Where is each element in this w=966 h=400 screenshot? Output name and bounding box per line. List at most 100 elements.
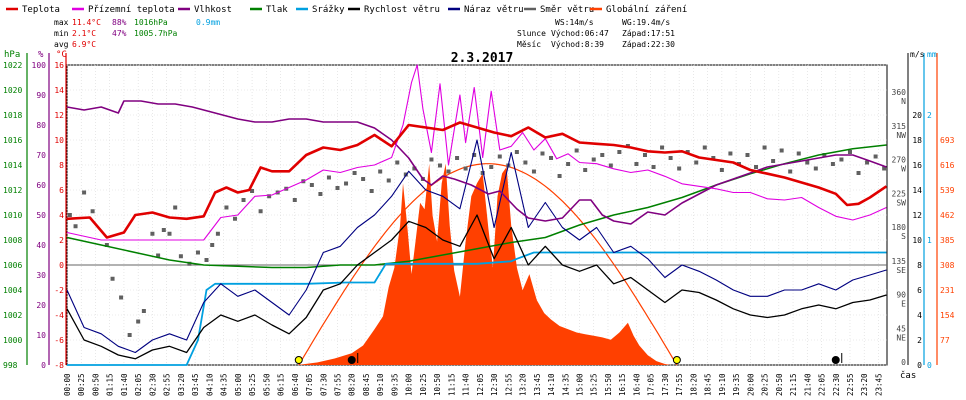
plot-area: [66, 64, 888, 366]
axis-hpa-label: hPa: [4, 50, 20, 60]
wind-dir-point-3: [90, 209, 95, 214]
wind-dir-point-1: [73, 224, 78, 229]
x-axis: 00:00 00:25 00:50 01:15 01:40 02:05 02:30 02:55…: [63, 370, 916, 396]
temp-tick: 16: [54, 61, 64, 70]
axis-speed-label: m/s: [910, 50, 925, 59]
stat-moon-rise: Východ:8:39: [551, 40, 604, 49]
x-tick: 22:05: [818, 373, 827, 396]
wind-dir-point-80: [728, 151, 733, 156]
right-axes: m/s mm360N315NW270W225SW180S135SE90E45NE0…: [892, 50, 955, 370]
x-tick: 08:20: [348, 373, 357, 396]
wind-dir-point-62: [574, 148, 579, 153]
wind-dir-point-18: [204, 258, 209, 262]
x-tick: 04:35: [220, 373, 229, 396]
dir-tick-compass: E: [901, 300, 906, 309]
speed-tick: 18: [912, 136, 922, 145]
x-tick: 10:00: [405, 373, 414, 396]
wind-dir-point-92: [830, 162, 835, 166]
wind-dir-point-46: [437, 163, 442, 168]
x-tick: 23:20: [860, 373, 869, 396]
pct-tick: 100: [32, 61, 47, 70]
x-tick: 19:10: [718, 373, 727, 396]
x-tick: 23:45: [874, 373, 883, 396]
wind-dir-point-71: [651, 165, 656, 169]
wind-dir-point-35: [344, 181, 349, 186]
pct-tick: 30: [36, 271, 46, 280]
hpa-tick: 1010: [3, 211, 22, 220]
x-tick: 10:25: [419, 373, 428, 396]
wind-dir-point-14: [173, 205, 178, 210]
speed-tick: 12: [912, 211, 922, 220]
wind-dir-point-8: [136, 319, 141, 324]
stat-sun-set: Západ:17:51: [622, 29, 675, 38]
x-tick: 00:25: [77, 373, 86, 396]
dir-tick: 45: [896, 324, 906, 333]
hpa-tick: 998: [3, 361, 18, 370]
stat-max-label: max: [54, 18, 69, 27]
x-tick: 11:40: [462, 373, 471, 396]
speed-tick: 2: [917, 336, 922, 345]
x-tick: 17:55: [675, 373, 684, 396]
temp-tick: 8: [59, 161, 64, 170]
wind-dir-point-97: [873, 154, 878, 159]
wind-dir-point-39: [378, 169, 383, 174]
pct-tick: 40: [36, 241, 46, 250]
hpa-tick: 1020: [3, 86, 22, 95]
temp-tick: 6: [59, 186, 64, 195]
speed-tick: 8: [917, 261, 922, 270]
series-humidity: [66, 100, 887, 225]
dir-tick-compass: NW: [896, 131, 906, 140]
wind-dir-point-96: [865, 160, 870, 165]
wind-dir-point-63: [583, 168, 588, 172]
wind-dir-point-12: [161, 228, 166, 232]
dir-tick: 0: [901, 358, 906, 367]
x-tick: 07:05: [305, 373, 314, 396]
rad-tick: 308: [940, 261, 955, 270]
x-tick: 14:10: [547, 373, 556, 396]
x-tick: 01:40: [120, 373, 129, 396]
wind-dir-point-58: [540, 151, 545, 156]
x-tick: 02:30: [148, 373, 157, 396]
wind-dir-point-6: [119, 295, 124, 300]
legend-label-7: Směr větru: [540, 5, 594, 15]
dir-tick: 225: [892, 189, 907, 198]
legend-label-8: Globální záření: [606, 5, 687, 15]
wind-dir-point-50: [472, 153, 477, 157]
x-tick: 20:00: [746, 373, 755, 396]
legend: Teplota Přízemní teplota Vlhkost Tlak Srážky…: [6, 5, 687, 15]
wind-dir-point-77: [702, 145, 707, 150]
marker-sunrise: [294, 356, 303, 364]
x-tick: 07:30: [319, 373, 328, 396]
hpa-tick: 1002: [3, 311, 22, 320]
stat-sun-rise: Východ:06:47: [551, 29, 609, 38]
wind-dir-point-67: [617, 150, 622, 154]
x-tick: 20:25: [761, 373, 770, 396]
wind-dir-point-49: [463, 166, 468, 171]
stat-moon-set: Západ:22:30: [622, 40, 675, 49]
pct-tick: 0: [41, 361, 46, 370]
wind-dir-point-2: [82, 190, 87, 195]
legend-label-3: Tlak: [266, 5, 288, 15]
wind-dir-point-69: [634, 162, 639, 166]
rad-tick: 231: [940, 286, 955, 295]
hpa-tick: 1006: [3, 261, 22, 270]
rad-tick: 462: [940, 211, 955, 220]
wind-dir-point-52: [489, 165, 494, 169]
wind-dir-point-72: [660, 145, 665, 150]
wind-dir-point-90: [813, 166, 818, 171]
x-tick: 16:40: [632, 373, 641, 396]
wind-dir-point-56: [523, 160, 528, 165]
x-tick: 04:10: [205, 373, 214, 396]
wind-dir-point-78: [711, 156, 716, 160]
wind-dir-point-13: [167, 231, 172, 236]
x-tick: 05:00: [234, 373, 243, 396]
wind-dir-point-20: [215, 231, 220, 236]
x-tick: 11:15: [447, 373, 456, 396]
series-wind: [66, 214, 887, 360]
stat-min-temp: 2.1°C: [72, 29, 96, 38]
x-tick: 15:50: [604, 373, 613, 396]
dir-tick: 90: [896, 291, 906, 300]
stat-rain: 0.9mm: [196, 18, 220, 27]
wind-dir-point-65: [600, 153, 605, 157]
legend-label-2: Vlhkost: [194, 5, 232, 15]
